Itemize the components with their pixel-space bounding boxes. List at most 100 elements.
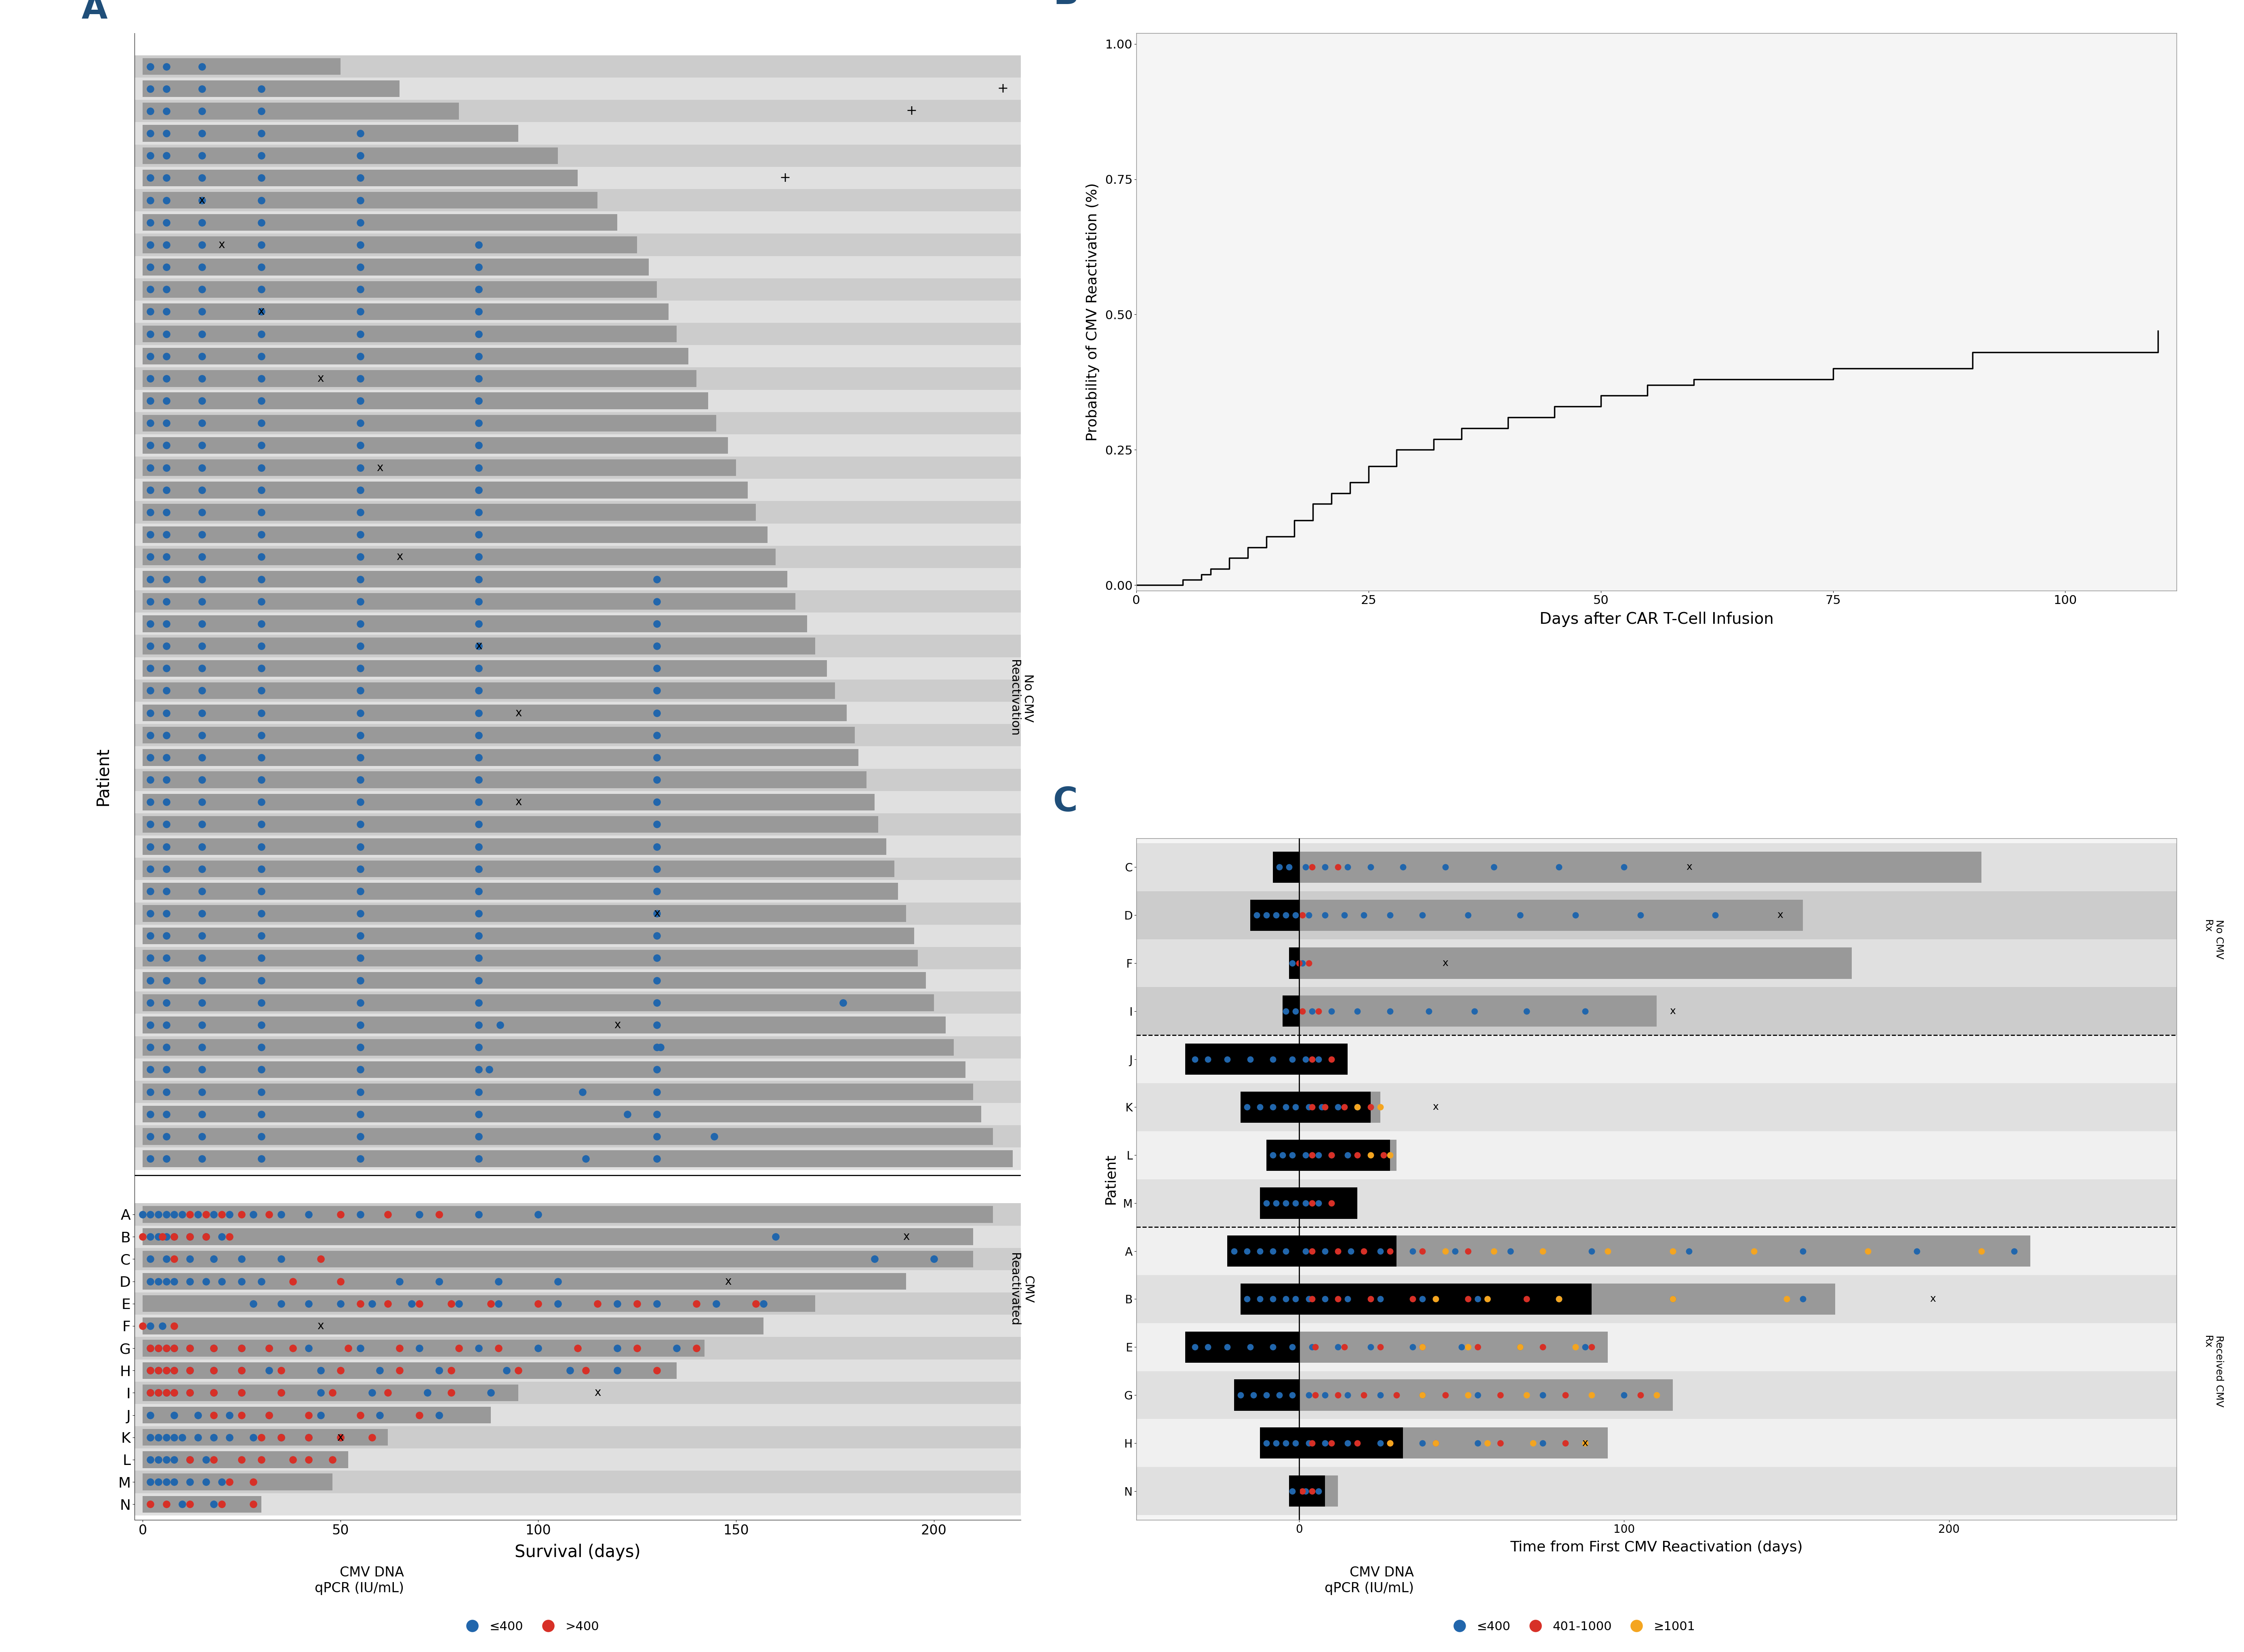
Point [1849,1237,1885,1264]
Point [460,1034,496,1061]
Point [204,1201,240,1227]
Point [1306,1381,1342,1408]
Point [1385,854,1420,881]
Point [1319,1285,1355,1312]
Point [224,1201,260,1227]
Point [1331,1285,1367,1312]
Point [184,299,220,325]
Bar [1135,1467,2177,1515]
Point [460,410,496,436]
Point [341,454,377,481]
Point [236,1492,272,1518]
Point [640,588,675,615]
Point [132,567,168,593]
Bar [1299,1379,1672,1411]
Point [1542,854,1578,881]
Point [224,1379,260,1406]
Bar [144,1251,974,1267]
Point [402,1335,438,1361]
Bar [1299,1475,1324,1507]
Point [242,410,278,436]
Point [1288,1237,1324,1264]
Bar [1299,1332,1607,1363]
Point [184,344,220,370]
Point [1353,1333,1389,1360]
Bar [1290,948,1299,978]
Point [341,165,377,192]
Point [1288,1142,1324,1168]
Point [341,210,377,236]
Point [263,1424,298,1450]
Bar [144,861,893,877]
Point [132,454,168,481]
Bar [144,504,756,520]
Point [1340,1431,1376,1457]
Point [132,1313,168,1340]
Point [180,1201,215,1227]
Point [341,966,377,993]
Bar [135,1104,1026,1125]
Bar [144,304,669,320]
Bar [144,527,767,544]
Point [460,700,496,727]
Point [1277,1094,1313,1120]
Point [1378,1381,1414,1408]
Point [341,767,377,793]
Point [132,276,168,302]
Bar [135,211,1026,233]
Bar [144,236,637,253]
Point [1290,1431,1326,1457]
Bar [1135,988,2177,1036]
Point [1248,1431,1284,1457]
Point [184,1123,220,1150]
Bar [135,99,1026,122]
Point [157,1403,193,1429]
Point [460,1100,496,1127]
Point [148,945,184,971]
Point [433,1290,469,1317]
Point [1295,1285,1331,1312]
Point [184,1079,220,1105]
Point [188,1469,224,1495]
Bar [135,881,1026,902]
Point [1268,902,1304,928]
Point [148,1056,184,1082]
Point [148,433,184,459]
Bar [135,1426,1026,1449]
Bar [1299,1236,1396,1267]
Point [460,1123,496,1150]
Point [1427,854,1463,881]
Point [640,567,675,593]
Bar [135,411,1026,434]
Point [184,388,220,415]
Point [402,1290,438,1317]
Point [433,1358,469,1384]
Point [1313,1431,1349,1457]
Point [460,790,496,816]
Point [341,121,377,147]
Point [132,877,168,904]
Point [1306,1431,1342,1457]
Point [1362,1237,1398,1264]
Bar [135,1292,1026,1315]
Point [341,790,377,816]
Point [1362,1381,1398,1408]
Bar [144,58,341,74]
Point [640,900,675,927]
Point [1248,1189,1284,1216]
Point [242,790,278,816]
Point [1295,998,1331,1024]
Point [1302,1189,1337,1216]
Point [132,945,168,971]
Point [1290,950,1326,976]
Point [1456,998,1492,1024]
Point [1492,1237,1528,1264]
Point [148,1358,184,1384]
Point [251,1358,287,1384]
Point [184,187,220,213]
Bar [1299,900,1802,930]
Point [1210,1333,1245,1360]
Point [1542,1285,1578,1312]
Point [132,588,168,615]
Point [242,1056,278,1082]
